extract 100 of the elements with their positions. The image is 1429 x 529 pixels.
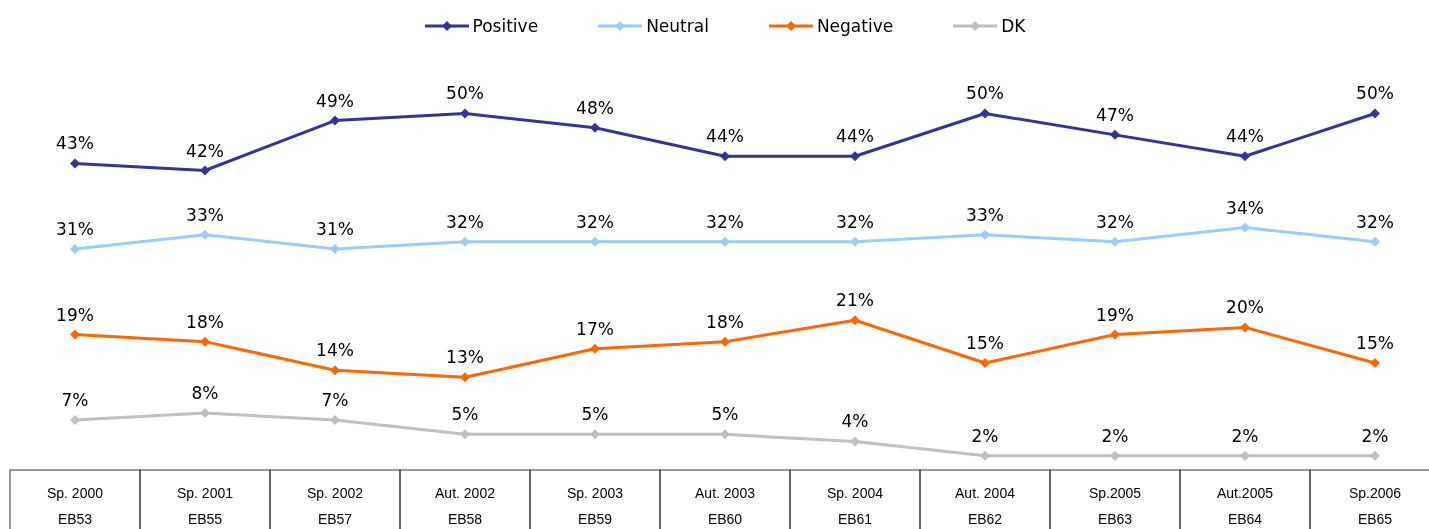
point [980, 108, 990, 119]
x-tick-label: Aut. 2002 EB58 [435, 485, 496, 527]
point [460, 429, 470, 440]
data-label: 18% [706, 311, 744, 332]
data-label: 15% [1356, 333, 1394, 354]
data-label: 32% [836, 211, 874, 232]
data-label: 7% [321, 390, 349, 411]
data-label: 32% [706, 211, 744, 232]
point [70, 158, 80, 169]
point [330, 115, 340, 126]
data-label: 15% [966, 333, 1004, 354]
legend-label: Positive [472, 16, 539, 36]
data-label: 32% [1356, 211, 1394, 232]
legend-label: DK [1001, 16, 1026, 36]
data-label: 20% [1226, 297, 1264, 318]
x-tick-label: Sp. 2003 EB59 [566, 485, 624, 527]
data-label: 42% [186, 140, 224, 161]
point [1240, 322, 1250, 333]
data-label: 50% [966, 83, 1004, 104]
point [720, 151, 730, 162]
point [200, 229, 210, 240]
data-label: 2% [1101, 425, 1129, 446]
data-label: 44% [1226, 126, 1264, 147]
data-label: 48% [576, 97, 614, 118]
data-label: 32% [576, 211, 614, 232]
data-label: 31% [56, 218, 94, 239]
data-label: 7% [61, 390, 89, 411]
data-label: 33% [966, 204, 1004, 225]
point [1110, 236, 1120, 247]
data-label: 2% [971, 425, 999, 446]
x-tick-label: Aut. 2003 EB60 [695, 485, 756, 527]
data-label: 50% [446, 83, 484, 104]
point [70, 243, 80, 254]
data-label: 31% [316, 218, 354, 239]
x-tick-label: Sp. 2002 EB57 [306, 485, 364, 527]
point [330, 243, 340, 254]
point [590, 429, 600, 440]
data-label: 2% [1361, 425, 1389, 446]
data-label: 34% [1226, 197, 1264, 218]
point [200, 407, 210, 418]
point [70, 415, 80, 426]
point [1370, 236, 1380, 247]
data-label: 14% [316, 340, 354, 361]
point [460, 372, 470, 383]
data-label: 18% [186, 311, 224, 332]
legend-label: Neutral [646, 16, 709, 36]
point [850, 436, 860, 447]
data-label: 19% [1096, 304, 1134, 325]
point [1370, 450, 1380, 461]
point [850, 151, 860, 162]
point [1370, 358, 1380, 369]
point [330, 365, 340, 376]
data-label: 43% [56, 133, 94, 154]
data-label: 44% [836, 126, 874, 147]
data-label: 32% [446, 211, 484, 232]
x-tick-label: Aut. 2004 EB62 [955, 485, 1016, 527]
x-tick-label: Sp.2006 EB65 [1348, 485, 1402, 527]
point [720, 236, 730, 247]
point [590, 122, 600, 133]
point [460, 236, 470, 247]
x-tick-label: Sp.2005 EB63 [1088, 485, 1142, 527]
point [980, 450, 990, 461]
x-tick-label: Aut.2005 EB64 [1216, 485, 1274, 527]
point [330, 415, 340, 426]
data-label: 33% [186, 204, 224, 225]
x-tick-label: Sp. 2004 EB61 [826, 485, 884, 527]
data-label: 2% [1231, 425, 1259, 446]
point [980, 229, 990, 240]
point [720, 429, 730, 440]
data-label: 44% [706, 126, 744, 147]
data-label: 47% [1096, 104, 1134, 125]
point [980, 358, 990, 369]
data-label: 21% [836, 290, 874, 311]
data-label: 8% [191, 382, 219, 403]
point [1370, 108, 1380, 119]
point [460, 108, 470, 119]
data-label: 19% [56, 304, 94, 325]
point [1110, 129, 1120, 140]
point [1240, 222, 1250, 233]
point [590, 343, 600, 354]
data-label: 50% [1356, 83, 1394, 104]
data-label: 17% [576, 318, 614, 339]
data-label: 13% [446, 347, 484, 368]
data-label: 49% [316, 90, 354, 111]
data-label: 32% [1096, 211, 1134, 232]
data-label: 5% [451, 404, 479, 425]
x-tick-label: Sp. 2000 EB53 [46, 485, 104, 527]
point [850, 315, 860, 326]
data-label: 4% [841, 411, 869, 432]
legend-label: Negative [816, 16, 894, 36]
point [1110, 329, 1120, 340]
x-tick-label: Sp. 2001 EB55 [176, 485, 234, 527]
point [200, 336, 210, 347]
point [70, 329, 80, 340]
point [720, 336, 730, 347]
point [590, 236, 600, 247]
point [850, 236, 860, 247]
point [1240, 450, 1250, 461]
point [200, 165, 210, 176]
data-label: 5% [581, 404, 609, 425]
